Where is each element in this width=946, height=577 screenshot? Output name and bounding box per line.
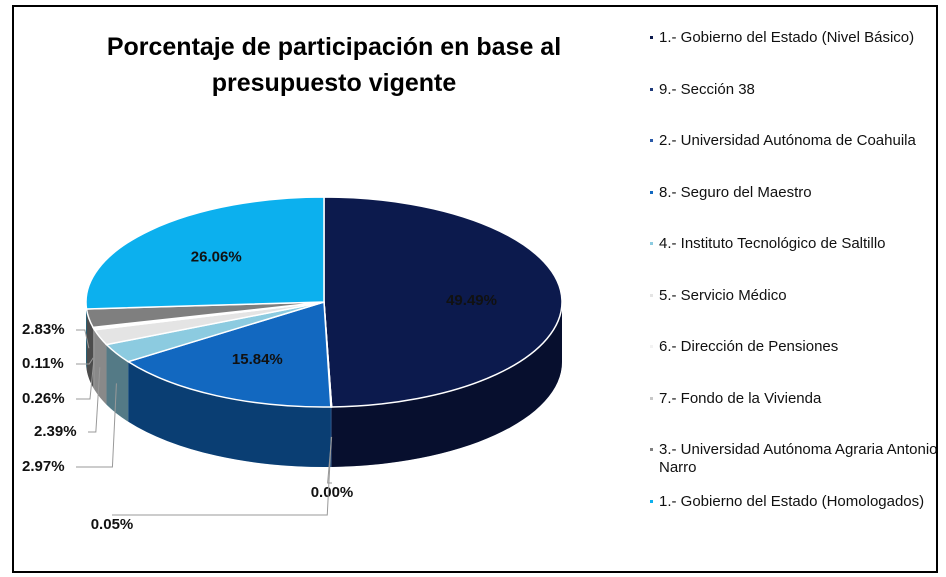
slice-side-shade [86, 308, 94, 388]
legend-swatch [650, 36, 653, 39]
legend-label: 6.- Dirección de Pensiones [659, 338, 839, 355]
data-label: 0.05% [91, 516, 134, 533]
legend-label: 5.- Servicio Médico [659, 286, 787, 304]
leader-line [76, 358, 95, 400]
legend-label: 8.- Seguro del Maestro [659, 183, 812, 201]
slice-side [128, 361, 331, 467]
data-label: 2.83% [22, 321, 65, 338]
legend-entry: 6.- Dirección de Pensiones [650, 338, 936, 390]
slice [85, 196, 325, 310]
data-label: 2.39% [34, 423, 77, 440]
leader-line [76, 357, 94, 365]
slice-side-shade [331, 302, 562, 467]
legend-label: 1.- Gobierno del Estado (Homologados) [659, 492, 925, 510]
leader-line [88, 367, 101, 433]
legend-swatch [650, 448, 653, 451]
legend-swatch [650, 345, 653, 348]
legend-swatch [650, 139, 653, 142]
legend-entry: 3.- Universidad Autónoma Agraria Antonio… [650, 441, 938, 493]
legend-label: 1.- Gobierno del Estado (Nivel Básico) [659, 29, 915, 46]
legend-label: 7.- Fondo de la Vivienda [659, 389, 822, 407]
data-label: 26.06% [191, 248, 242, 265]
legend: 1.- Gobierno del Estado (Nivel Básico) 9.… [650, 29, 938, 545]
chart-title: Porcentaje de participación en base al p… [106, 33, 562, 97]
legend-entry: 2.- Universidad Autónoma de Coahuila [650, 132, 936, 184]
legend-swatch [650, 87, 653, 91]
legend-label: 9.- Sección 38 [659, 80, 755, 98]
slice-side [93, 328, 95, 390]
legend-entry: 9.- Sección 38 [650, 80, 936, 133]
chart-frame: 49.49% 0.00% 0.05% 15.84% 2.97% 2.39% 0.26% 0.1… [12, 5, 938, 573]
legend-swatch [650, 190, 653, 194]
slice-side-shade [94, 329, 107, 405]
slice-side [331, 302, 562, 467]
pie-chart: 49.49% 0.00% 0.05% 15.84% 2.97% 2.39% 0.26% 0.1… [22, 196, 563, 533]
slice-side-shade [93, 328, 95, 390]
leader-line [76, 383, 117, 468]
slice-side [86, 308, 94, 388]
data-label: 0.11% [22, 355, 64, 372]
data-label: 49.49% [446, 292, 497, 309]
slice-side [94, 329, 107, 405]
data-label: 15.84% [232, 351, 283, 368]
slice-side [106, 344, 129, 422]
legend-entry: 1.- Gobierno del Estado (Nivel Básico) [650, 29, 936, 81]
legend-entry: 4.- Instituto Tecnológico de Saltillo [650, 235, 936, 287]
slice [323, 196, 563, 408]
legend-entry: 8.- Seguro del Maestro [650, 183, 936, 236]
legend-label: 2.- Universidad Autónoma de Coahuila [659, 132, 916, 149]
legend-label: 4.- Instituto Tecnológico de Saltillo [659, 235, 886, 252]
data-label: 0.00% [311, 484, 354, 501]
leader-line [76, 329, 90, 349]
slice-side-shade [106, 344, 129, 422]
legend-entry: 7.- Fondo de la Vivienda [650, 389, 936, 442]
legend-swatch [650, 499, 653, 503]
data-label: 2.97% [22, 458, 65, 475]
legend-swatch [650, 396, 653, 400]
slice [126, 301, 332, 408]
leader-line [112, 436, 332, 516]
slice-side-shade [128, 361, 331, 467]
legend-swatch [650, 293, 653, 297]
legend-entry: 1.- Gobierno del Estado (Homologados) [650, 492, 936, 545]
legend-label: 3.- Universidad Autónoma Agraria Antonio… [659, 441, 938, 476]
data-label: 0.26% [22, 390, 65, 407]
legend-swatch [650, 242, 653, 245]
legend-entry: 5.- Servicio Médico [650, 286, 936, 339]
